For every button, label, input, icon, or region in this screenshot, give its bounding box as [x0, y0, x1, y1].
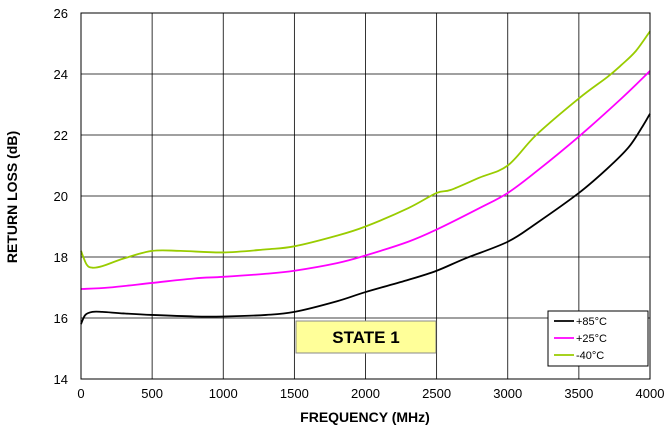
legend: +85°C +25°C -40°C — [547, 310, 649, 367]
x-tick-label: 2500 — [422, 386, 451, 401]
y-tick-label: 14 — [54, 372, 68, 387]
series-line — [80, 30, 651, 269]
grid — [81, 13, 650, 379]
x-tick-label: 3500 — [564, 386, 593, 401]
y-tick-label: 26 — [54, 6, 68, 21]
x-tick-label: 2000 — [351, 386, 380, 401]
plot-lines — [80, 30, 651, 325]
series-line — [80, 70, 651, 290]
x-tick-label: 4000 — [636, 386, 665, 401]
y-tick-label: 24 — [54, 67, 68, 82]
x-tick-label: 500 — [141, 386, 163, 401]
x-tick-label: 0 — [77, 386, 84, 401]
x-tick-label: 1000 — [209, 386, 238, 401]
x-tick-label: 3000 — [493, 386, 522, 401]
x-axis-title: FREQUENCY (MHz) — [300, 409, 430, 425]
y-axis-title: RETURN LOSS (dB) — [4, 131, 20, 263]
plot-area-border — [80, 12, 651, 380]
y-tick-label: 18 — [54, 250, 68, 265]
annotation-box: STATE 1 — [295, 320, 437, 354]
legend-label: +85°C — [576, 316, 607, 328]
legend-label: -40°C — [576, 350, 604, 362]
annotation-label: STATE 1 — [332, 328, 399, 347]
y-tick-label: 20 — [54, 189, 68, 204]
x-ticks: 0 500 1000 1500 2000 2500 3000 3500 4000 — [77, 386, 664, 401]
x-tick-label: 1500 — [280, 386, 309, 401]
y-tick-label: 22 — [54, 128, 68, 143]
annotation-box-background — [295, 320, 437, 354]
series-line — [80, 113, 651, 325]
y-tick-label: 16 — [54, 311, 68, 326]
legend-label: +25°C — [576, 333, 607, 345]
y-ticks: 14 16 18 20 22 24 26 — [54, 6, 68, 387]
